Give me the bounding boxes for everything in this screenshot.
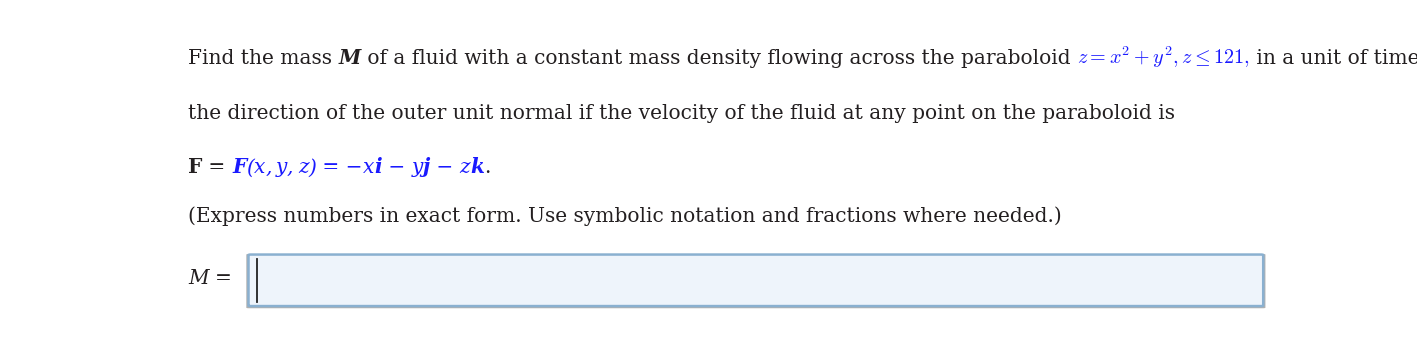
Text: F: F: [232, 157, 247, 177]
Text: j: j: [422, 157, 429, 177]
Text: M: M: [339, 48, 361, 68]
Text: .: .: [485, 158, 490, 177]
Text: i: i: [374, 157, 381, 177]
Text: z: z: [298, 158, 309, 177]
FancyBboxPatch shape: [248, 255, 1263, 306]
Text: ,: ,: [288, 158, 298, 177]
Text: −: −: [381, 158, 411, 177]
Text: (: (: [247, 158, 254, 177]
Text: of a fluid with a constant mass density flowing across the paraboloid: of a fluid with a constant mass density …: [361, 49, 1077, 68]
Text: x: x: [363, 158, 374, 177]
Text: M =: M =: [188, 269, 232, 288]
Text: $z = x^2 + y^2, z \leq 121,$: $z = x^2 + y^2, z \leq 121,$: [1077, 45, 1250, 70]
Text: z: z: [459, 158, 470, 177]
Text: Find the mass: Find the mass: [188, 49, 339, 68]
Text: y: y: [276, 158, 288, 177]
Text: ): ): [309, 158, 316, 177]
Text: −: −: [429, 158, 459, 177]
FancyBboxPatch shape: [247, 254, 1265, 308]
Text: y: y: [411, 158, 422, 177]
Text: x: x: [254, 158, 265, 177]
Text: = −: = −: [316, 158, 363, 177]
Text: ,: ,: [265, 158, 276, 177]
Text: (Express numbers in exact form. Use symbolic notation and fractions where needed: (Express numbers in exact form. Use symb…: [188, 207, 1061, 226]
Text: in a unit of time in: in a unit of time in: [1250, 49, 1417, 68]
Text: the direction of the outer unit normal if the velocity of the fluid at any point: the direction of the outer unit normal i…: [188, 104, 1175, 123]
Text: k: k: [470, 157, 485, 177]
Text: =: =: [203, 158, 232, 177]
Text: F: F: [188, 157, 203, 177]
